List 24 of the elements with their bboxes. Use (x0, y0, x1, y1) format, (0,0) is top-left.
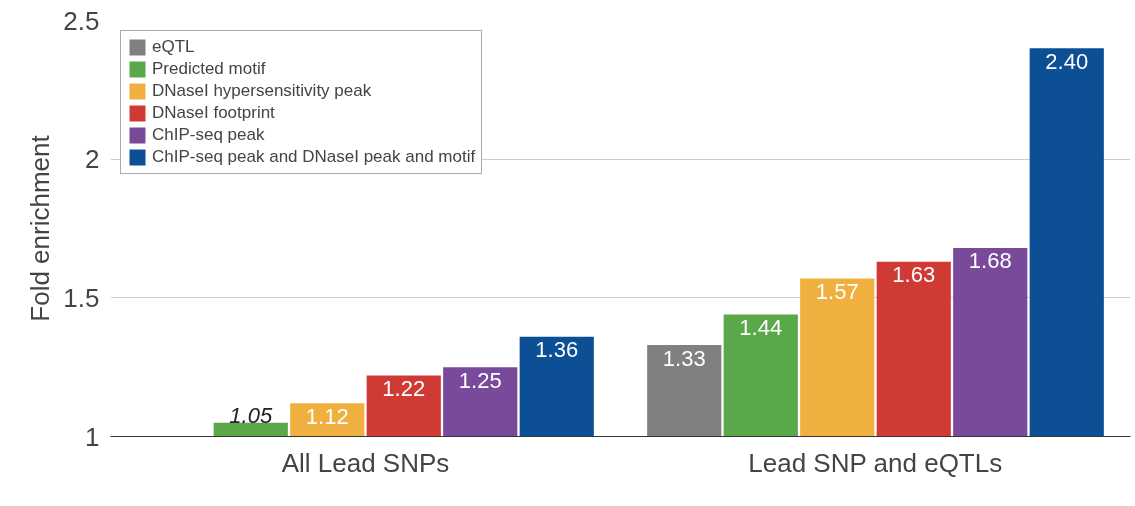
data-label: 1.22 (382, 376, 426, 402)
x-tick-label: All Lead SNPs (281, 447, 450, 478)
legend-label: ChIP-seq peak and DNaseI peak and motif (152, 147, 476, 167)
data-label: 1.05 (229, 402, 273, 428)
data-label: 1.33 (662, 345, 706, 371)
data-label: 1.57 (815, 278, 859, 304)
data-label: 2.40 (1045, 48, 1089, 74)
y-tick-label: 2 (85, 144, 100, 175)
y-tick-label: 2.5 (63, 5, 100, 36)
data-label: 1.68 (968, 248, 1012, 274)
legend-label: eQTL (152, 37, 195, 57)
y-axis-title: Fold enrichment (25, 134, 56, 322)
y-tick-label: 1.5 (63, 282, 100, 313)
data-label: 1.44 (739, 315, 783, 341)
data-label: 1.25 (458, 367, 502, 393)
legend-label: ChIP-seq peak (152, 125, 265, 145)
data-label: 1.63 (892, 262, 936, 288)
x-tick-label: Lead SNP and eQTLs (748, 447, 1003, 478)
legend-label: DNaseI hypersensitivity peak (152, 81, 372, 101)
legend-label: DNaseI footprint (152, 103, 275, 123)
y-tick-label: 1 (85, 421, 100, 452)
data-label: 1.36 (535, 337, 579, 363)
data-label: 1.12 (305, 403, 349, 429)
legend-label: Predicted motif (152, 59, 266, 79)
